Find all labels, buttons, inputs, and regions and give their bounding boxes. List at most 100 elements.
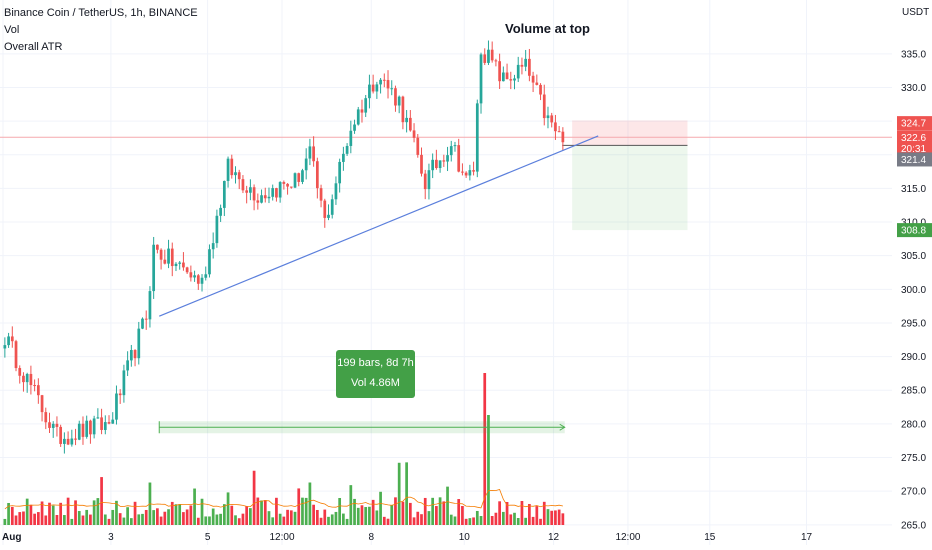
time-axis: Aug 3 5 12:00 8 10 12 12:00 15 17 (2, 532, 813, 543)
volume-bar (334, 511, 338, 525)
candle-body (129, 350, 133, 361)
time-tick-label: 5 (205, 532, 211, 543)
candle-body (122, 370, 126, 396)
volume-bar (394, 497, 397, 525)
volume-bar (520, 501, 524, 525)
candle-body (382, 79, 386, 81)
candle-body (174, 263, 178, 267)
price-tag-label: 324.7 (901, 119, 926, 130)
volume-bar (438, 497, 442, 525)
volume-bar (442, 501, 446, 525)
volume-bar (267, 511, 271, 525)
candle-body (319, 188, 323, 201)
volume-bar (55, 515, 59, 525)
candle-body (152, 244, 156, 292)
candle-body (286, 183, 289, 187)
candle-body (156, 244, 159, 250)
measure-bars-text: 199 bars, 8d 7h (337, 357, 414, 369)
volume-bar (360, 505, 364, 525)
candle-body (416, 137, 420, 155)
candle-body (29, 373, 33, 386)
candle-body (278, 182, 282, 198)
price-tick-label: 330.0 (901, 83, 926, 94)
candle-body (542, 94, 546, 119)
candle-body (375, 84, 379, 92)
time-tick-label: Aug (2, 532, 21, 543)
candle-body (412, 130, 416, 138)
volume-bar (48, 502, 51, 525)
volume-bar (390, 505, 394, 525)
candle-body (118, 393, 122, 396)
candle-body (427, 170, 431, 190)
candle-body (561, 131, 565, 143)
candle-body (487, 49, 490, 63)
volume-bar (286, 509, 289, 525)
candle-body (107, 422, 111, 424)
volume-bar (170, 501, 174, 525)
candle-body (144, 318, 148, 320)
volume-annotation[interactable]: Volume at top (505, 21, 590, 36)
price-tag-label: 20:31 (901, 144, 926, 155)
price-tick-label: 270.0 (901, 487, 926, 498)
candle-body (159, 249, 163, 260)
volume-bar (133, 501, 137, 525)
volume-bar (193, 488, 196, 525)
volume-bar (81, 515, 85, 525)
candle-body (163, 259, 167, 264)
volume-bar (40, 501, 44, 525)
volume-bar (178, 504, 182, 525)
volume-bar (382, 516, 386, 525)
candle-body (438, 160, 442, 169)
volume-bar (338, 498, 342, 525)
candle-body (342, 153, 345, 162)
volume-bar (524, 517, 528, 525)
volume-bar (100, 477, 103, 525)
volume-bar (323, 509, 327, 525)
atr-legend: Overall ATR (4, 41, 63, 53)
candle-body (323, 200, 327, 218)
volume-bar (319, 517, 323, 525)
volume-bar (275, 497, 278, 525)
candle-body (252, 187, 256, 201)
volume-bar (505, 502, 509, 525)
volume-bar (189, 505, 193, 525)
measure-info-box[interactable]: 199 bars, 8d 7h Vol 4.86M (336, 350, 415, 398)
volume-bar (230, 505, 234, 525)
candle-body (18, 368, 22, 376)
volume-bar (375, 510, 379, 525)
time-tick-label: 12 (548, 532, 560, 543)
time-tick-label: 17 (801, 532, 813, 543)
candle-body (464, 172, 468, 176)
volume-bar (557, 509, 561, 525)
candle-body (420, 154, 423, 174)
candle-body (528, 58, 531, 76)
volume-bar (405, 462, 408, 525)
volume-bar (66, 497, 70, 525)
candle-body (260, 195, 263, 203)
candle-body (22, 375, 25, 383)
candle-body (364, 98, 368, 113)
volume-bar (252, 470, 256, 525)
candle-body (100, 417, 103, 430)
candle-body (55, 423, 59, 427)
volume-bar (63, 515, 66, 525)
price-tag-bg (897, 152, 932, 167)
candle-body (74, 438, 77, 440)
volume-bar (345, 518, 349, 525)
volume-bar (550, 510, 554, 525)
price-tick-label: 315.0 (901, 184, 926, 195)
volume-bar (85, 509, 89, 525)
candle-body (550, 115, 554, 123)
volume-legend: Vol (4, 24, 20, 36)
volume-bar (159, 516, 163, 525)
candle-body (304, 158, 308, 171)
volume-bar (475, 510, 479, 525)
volume-bar (554, 510, 557, 525)
volume-bar (289, 510, 293, 525)
price-tick-label: 335.0 (901, 49, 926, 60)
candle-body (345, 145, 349, 154)
volume-bar (241, 513, 245, 525)
candle-body (338, 161, 342, 184)
volume-bar (129, 518, 133, 525)
